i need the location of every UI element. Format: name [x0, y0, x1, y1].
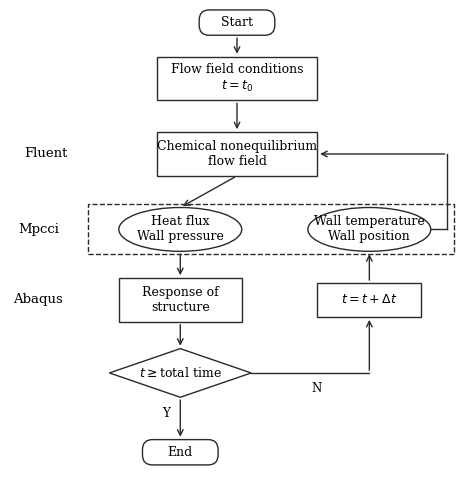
Text: Mpcci: Mpcci [18, 223, 60, 236]
Text: $t\geq$total time: $t\geq$total time [139, 366, 222, 380]
Text: Start: Start [221, 16, 253, 29]
Bar [156, 132, 318, 176]
Ellipse shape [308, 207, 431, 251]
Text: Heat flux
Wall pressure: Heat flux Wall pressure [137, 215, 224, 244]
Text: $t=t+\Delta t$: $t=t+\Delta t$ [341, 293, 398, 306]
Text: Abaqus: Abaqus [13, 293, 63, 306]
Text: Fluent: Fluent [24, 147, 68, 161]
FancyBboxPatch shape [199, 10, 275, 35]
Ellipse shape [119, 207, 242, 251]
FancyBboxPatch shape [143, 440, 218, 465]
Bar [88, 204, 455, 254]
Text: Flow field conditions
$t=t_0$: Flow field conditions $t=t_0$ [171, 63, 303, 94]
Text: End: End [168, 446, 193, 459]
Polygon shape [109, 348, 251, 397]
Text: N: N [311, 382, 321, 395]
Text: Wall temperature
Wall position: Wall temperature Wall position [314, 215, 425, 244]
Text: Y: Y [162, 407, 170, 420]
Text: Response of
structure: Response of structure [142, 286, 219, 314]
Bar [318, 283, 421, 317]
Text: Chemical nonequilibrium
flow field: Chemical nonequilibrium flow field [157, 140, 317, 168]
Bar [156, 57, 318, 101]
Bar [119, 278, 242, 322]
